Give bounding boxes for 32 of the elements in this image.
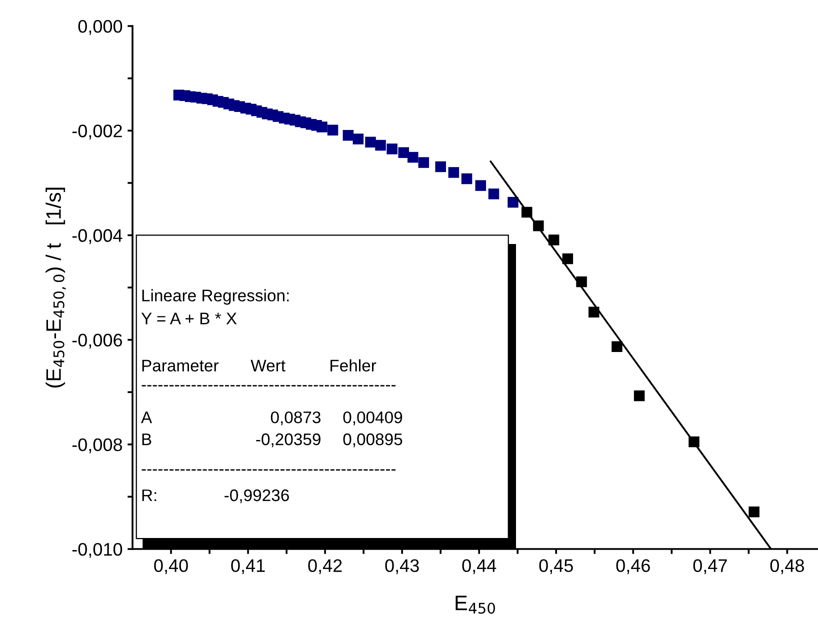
x-tick-label: 0,48	[770, 559, 804, 574]
annotation: 0,0873	[270, 411, 320, 426]
annotation: A	[141, 412, 152, 424]
annotation: B	[142, 434, 152, 446]
x-tick-label: 0,41	[231, 559, 265, 574]
y-tick-label: 0,000	[78, 20, 122, 35]
y-tick-label: -0,010	[72, 542, 122, 558]
annotation: ----------------------------------------------	[142, 469, 396, 471]
x-axis-title: E$_{450}$	[456, 596, 495, 614]
annotation: -0,20359	[256, 433, 320, 448]
x-tick-label: 0,42	[308, 559, 342, 574]
x-tick-label: 0,44	[462, 559, 496, 574]
annotation: Wert	[250, 360, 286, 372]
annotation: Parameter	[142, 360, 219, 372]
annotation: R:	[142, 490, 156, 502]
y-tick-label: -0,004	[72, 229, 122, 244]
annotation: ----------------------------------------------	[142, 385, 396, 386]
x-tick-label: 0,47	[693, 559, 727, 574]
annotation: Lineare Regression:	[142, 289, 289, 305]
x-tick-label: 0,46	[616, 559, 650, 574]
y-axis-title: (E$_{450}$-E$_{450,0}$) / t [1/s]	[46, 188, 66, 388]
annotation: 0,00895	[343, 433, 402, 448]
y-tick-label: -0,008	[72, 438, 122, 454]
annotation: -0,99236	[224, 489, 289, 504]
x-tick-label: 0,43	[385, 559, 419, 574]
y-tick-label: -0,002	[72, 124, 122, 140]
annotation: Y = A + B * X	[141, 312, 237, 324]
x-tick-label: 0,45	[539, 559, 573, 574]
y-tick-label: -0,006	[72, 334, 122, 349]
x-tick-label: 0,40	[154, 559, 188, 574]
annotation: Fehler	[330, 359, 376, 372]
annotation: 0,00409	[343, 411, 402, 426]
